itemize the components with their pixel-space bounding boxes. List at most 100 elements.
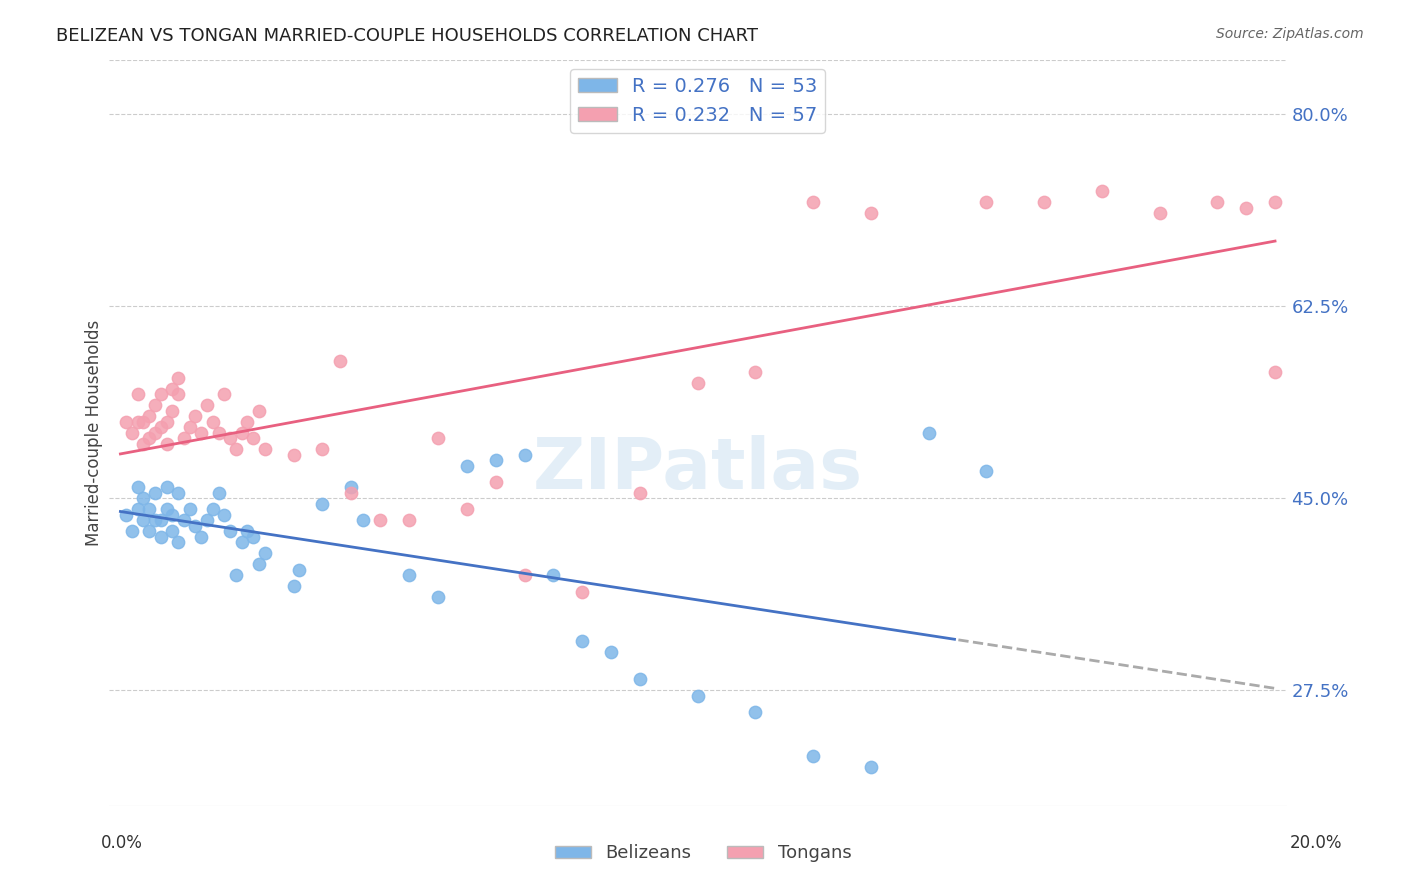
- Point: [628, 673, 651, 687]
- Text: BELIZEAN VS TONGAN MARRIED-COUPLE HOUSEHOLDS CORRELATION CHART: BELIZEAN VS TONGAN MARRIED-COUPLE HOUSEH…: [56, 27, 758, 45]
- Point: [253, 546, 276, 560]
- Point: [195, 513, 218, 527]
- Point: [398, 568, 420, 582]
- Point: [1206, 195, 1229, 210]
- Point: [138, 502, 160, 516]
- Point: [253, 442, 276, 456]
- Point: [190, 425, 212, 440]
- Point: [149, 530, 172, 544]
- Point: [179, 502, 201, 516]
- Point: [859, 206, 882, 220]
- Point: [167, 371, 190, 385]
- Legend: Belizeans, Tongans: Belizeans, Tongans: [547, 838, 859, 870]
- Point: [149, 513, 172, 527]
- Point: [132, 436, 155, 450]
- Point: [571, 584, 593, 599]
- Point: [426, 431, 449, 445]
- Point: [242, 431, 264, 445]
- Point: [127, 502, 149, 516]
- Point: [219, 431, 242, 445]
- Point: [1033, 195, 1056, 210]
- Point: [311, 497, 333, 511]
- Point: [173, 513, 195, 527]
- Point: [456, 502, 478, 516]
- Point: [201, 415, 224, 429]
- Point: [571, 634, 593, 648]
- Point: [179, 420, 201, 434]
- Point: [398, 513, 420, 527]
- Point: [686, 376, 709, 391]
- Point: [236, 415, 259, 429]
- Point: [132, 513, 155, 527]
- Point: [138, 409, 160, 424]
- Point: [149, 420, 172, 434]
- Text: 0.0%: 0.0%: [101, 834, 143, 852]
- Point: [155, 436, 177, 450]
- Point: [155, 415, 177, 429]
- Text: ZIPatlas: ZIPatlas: [533, 435, 863, 504]
- Point: [207, 425, 229, 440]
- Point: [173, 431, 195, 445]
- Point: [143, 486, 166, 500]
- Point: [132, 491, 155, 506]
- Point: [162, 508, 184, 522]
- Point: [247, 403, 270, 417]
- Point: [231, 425, 253, 440]
- Point: [155, 480, 177, 494]
- Y-axis label: Married-couple Households: Married-couple Households: [86, 319, 103, 546]
- Point: [283, 448, 305, 462]
- Point: [167, 387, 190, 401]
- Point: [121, 425, 143, 440]
- Point: [143, 398, 166, 412]
- Point: [184, 519, 207, 533]
- Point: [600, 645, 623, 659]
- Point: [247, 558, 270, 572]
- Point: [513, 568, 536, 582]
- Legend: R = 0.276   N = 53, R = 0.232   N = 57: R = 0.276 N = 53, R = 0.232 N = 57: [569, 70, 825, 133]
- Point: [132, 415, 155, 429]
- Point: [184, 409, 207, 424]
- Point: [155, 502, 177, 516]
- Point: [127, 480, 149, 494]
- Point: [485, 453, 508, 467]
- Point: [115, 415, 138, 429]
- Point: [201, 502, 224, 516]
- Point: [456, 458, 478, 473]
- Point: [340, 486, 363, 500]
- Point: [1091, 184, 1114, 198]
- Point: [162, 524, 184, 539]
- Point: [976, 195, 998, 210]
- Point: [138, 431, 160, 445]
- Point: [236, 524, 259, 539]
- Point: [143, 425, 166, 440]
- Point: [859, 760, 882, 774]
- Point: [207, 486, 229, 500]
- Point: [121, 524, 143, 539]
- Point: [127, 415, 149, 429]
- Point: [288, 563, 311, 577]
- Point: [1264, 365, 1286, 379]
- Point: [329, 354, 352, 368]
- Point: [231, 535, 253, 549]
- Point: [368, 513, 391, 527]
- Point: [167, 535, 190, 549]
- Point: [283, 579, 305, 593]
- Point: [127, 387, 149, 401]
- Point: [143, 513, 166, 527]
- Point: [162, 382, 184, 396]
- Point: [195, 398, 218, 412]
- Point: [744, 706, 766, 720]
- Point: [744, 365, 766, 379]
- Point: [214, 387, 236, 401]
- Point: [628, 486, 651, 500]
- Point: [138, 524, 160, 539]
- Point: [426, 590, 449, 604]
- Point: [149, 387, 172, 401]
- Point: [219, 524, 242, 539]
- Point: [167, 486, 190, 500]
- Point: [1149, 206, 1171, 220]
- Point: [225, 568, 247, 582]
- Point: [543, 568, 565, 582]
- Point: [311, 442, 333, 456]
- Point: [801, 195, 824, 210]
